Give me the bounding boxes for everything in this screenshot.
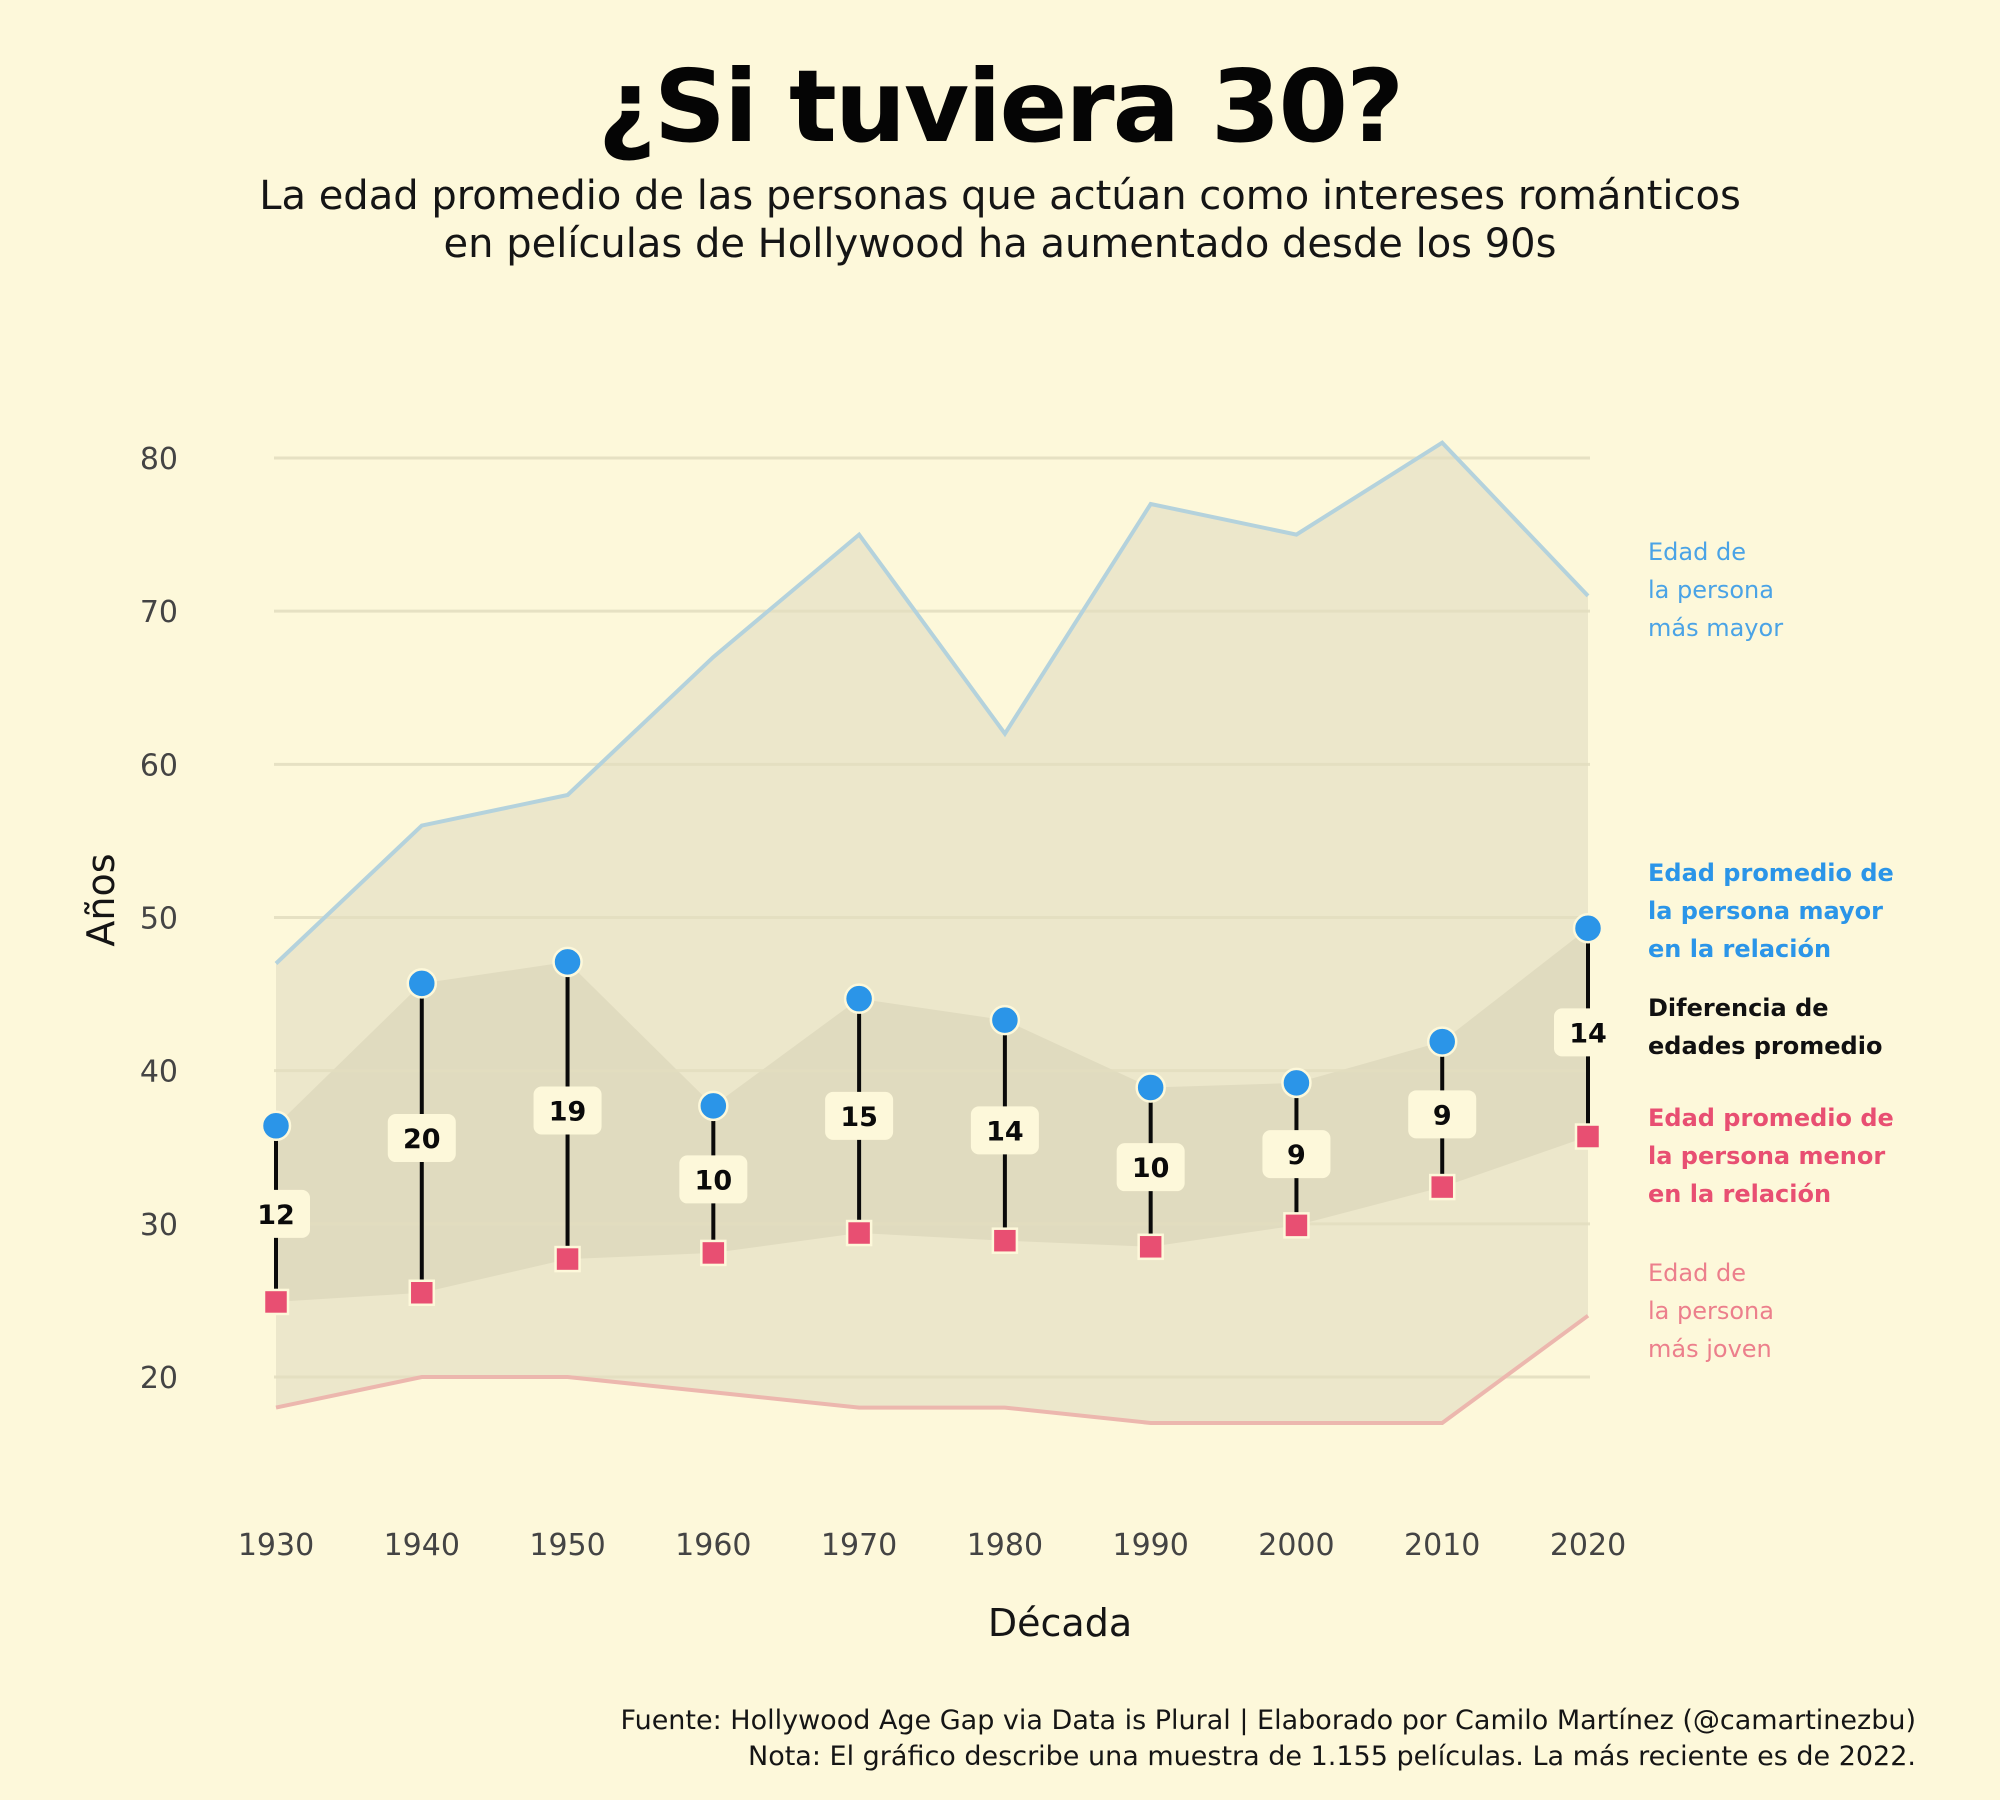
younger-avg-point <box>408 1279 436 1307</box>
older-avg-point <box>843 983 875 1014</box>
gap-label: 20 <box>403 1124 441 1155</box>
chart-title: ¿Si tuviera 30? <box>597 48 1404 165</box>
legend-text: Diferencia de <box>1648 994 1829 1022</box>
average-range-band <box>276 928 1588 1302</box>
gap-label: 19 <box>549 1096 587 1127</box>
gap-label-box <box>679 1155 748 1204</box>
legend-text: la persona menor <box>1648 1142 1885 1170</box>
y-tick-label: 80 <box>140 442 178 477</box>
older-avg-point <box>1135 1072 1166 1103</box>
legend-text: Edad de <box>1648 1259 1746 1287</box>
legend-text: Edad promedio de <box>1648 1104 1894 1132</box>
range-lines <box>274 440 1590 1425</box>
y-tick-label: 30 <box>140 1208 178 1243</box>
gap-labels: 12 20 19 10 15 14 10 9 9 14 <box>242 1008 1622 1238</box>
y-tick-labels: 20 30 40 50 60 70 80 <box>140 442 178 1396</box>
bands <box>276 442 1588 1423</box>
older-avg-point <box>1426 1026 1458 1057</box>
younger-avg-point <box>1574 1123 1602 1150</box>
younger-avg-point <box>554 1245 581 1273</box>
legend-text: más joven <box>1648 1335 1772 1363</box>
younger-avg-point <box>700 1239 727 1267</box>
younger-avg-point <box>1283 1212 1310 1239</box>
y-tick-label: 40 <box>140 1055 178 1090</box>
subtitle-line-1: La edad promedio de las personas que act… <box>259 173 1741 219</box>
y-axis-label: Años <box>79 853 123 946</box>
gap-label-box <box>970 1106 1039 1155</box>
max-age-line <box>274 440 1590 965</box>
gap-label: 14 <box>1569 1018 1607 1049</box>
gap-label-box <box>387 1114 456 1163</box>
min-age-line <box>275 1314 1590 1425</box>
x-axis-label: Década <box>988 1601 1132 1645</box>
legend-text: más mayor <box>1648 614 1783 642</box>
younger-avg-point <box>845 1219 873 1247</box>
older-avg-point <box>552 946 583 978</box>
gap-label-box <box>825 1091 894 1140</box>
y-tick-label: 70 <box>140 595 178 630</box>
points <box>260 912 1604 1316</box>
legend-text: la persona <box>1648 1297 1774 1325</box>
x-tick-label: 1940 <box>384 1528 460 1563</box>
caption: Fuente: Hollywood Age Gap via Data is Pl… <box>621 1703 1916 1775</box>
x-tick-label: 1960 <box>675 1528 751 1563</box>
legend-text: la persona mayor <box>1648 897 1883 925</box>
gap-label-box <box>533 1086 602 1135</box>
gap-label: 9 <box>1433 1100 1452 1131</box>
gap-label-box <box>1262 1130 1331 1179</box>
x-tick-label: 1990 <box>1112 1528 1188 1563</box>
younger-avg-point <box>262 1288 290 1316</box>
legend-text: edades promedio <box>1648 1032 1882 1060</box>
legend-text: la persona <box>1648 576 1774 604</box>
y-tick-label: 60 <box>140 748 178 783</box>
gap-label: 9 <box>1287 1140 1306 1171</box>
younger-avg-point <box>991 1227 1019 1254</box>
gap-label: 14 <box>986 1116 1024 1147</box>
x-tick-labels: 1930 1940 1950 1960 1970 1980 1990 2000 2010 2020 <box>238 1528 1626 1563</box>
gap-label-box <box>1554 1008 1622 1057</box>
subtitle-line-2: en películas de Hollywood ha aumentado d… <box>443 221 1557 267</box>
x-tick-label: 2010 <box>1404 1528 1480 1563</box>
legend-text: en la relación <box>1648 935 1831 963</box>
x-tick-label: 1950 <box>529 1528 605 1563</box>
x-tick-label: 2000 <box>1258 1528 1334 1563</box>
gap-label: 15 <box>840 1102 878 1133</box>
gridlines <box>274 456 1590 1379</box>
x-tick-label: 1970 <box>821 1528 897 1563</box>
legend-text: en la relación <box>1648 1180 1831 1208</box>
gap-label-box <box>242 1189 310 1238</box>
younger-avg-point <box>1137 1233 1164 1261</box>
caption-source: Fuente: Hollywood Age Gap via Data is Pl… <box>620 1705 1916 1736</box>
gap-label: 10 <box>695 1165 733 1196</box>
legend-text: Edad de <box>1648 538 1746 566</box>
legend: Edad de la persona más mayor Edad promedio … <box>1648 538 1894 1363</box>
y-tick-label: 50 <box>140 902 178 937</box>
x-tick-label: 1930 <box>238 1528 314 1563</box>
older-avg-point <box>1281 1067 1312 1099</box>
chart-subtitle: La edad promedio de las personas que act… <box>0 172 2000 268</box>
older-avg-point <box>1572 912 1604 944</box>
x-tick-label: 2020 <box>1550 1528 1626 1563</box>
younger-avg-point <box>1428 1173 1456 1201</box>
gap-label-box <box>1408 1090 1477 1139</box>
legend-text: Edad promedio de <box>1648 859 1894 887</box>
gap-label-box <box>1116 1143 1185 1192</box>
older-avg-point <box>260 1110 292 1142</box>
gap-label: 10 <box>1132 1153 1170 1184</box>
x-tick-label: 1980 <box>967 1528 1043 1563</box>
gap-label: 12 <box>257 1200 295 1231</box>
older-avg-point <box>406 968 438 999</box>
y-tick-label: 20 <box>140 1361 178 1396</box>
older-avg-point <box>989 1004 1021 1036</box>
caption-note: Nota: El gráfico describe una muestra de… <box>748 1741 1916 1772</box>
older-avg-point <box>698 1090 729 1122</box>
